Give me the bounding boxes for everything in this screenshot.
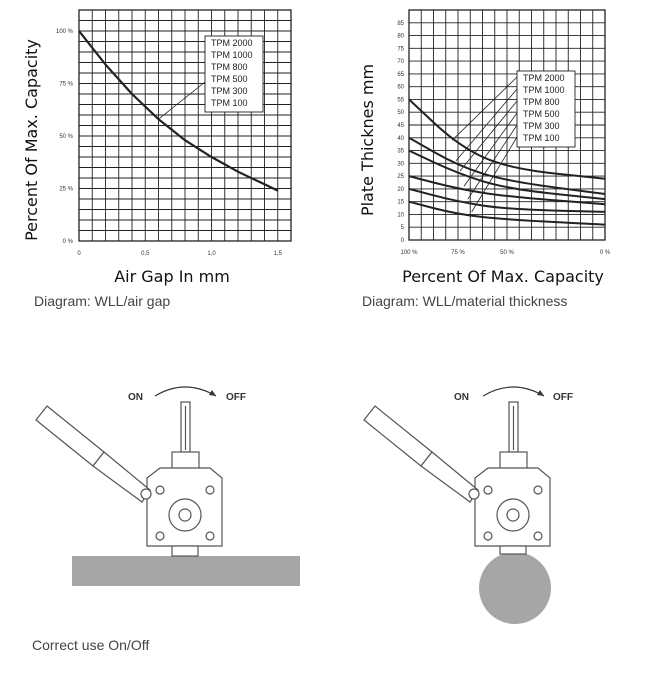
chart2-y-tick-label: 80	[397, 34, 404, 40]
chart2-legend-entry: TPM 1000	[523, 85, 565, 95]
chart1-y-tick-label: 0 %	[63, 239, 74, 245]
chart2-y-tick-label: 25	[397, 174, 404, 180]
chart1-y-axis-label: Percent Of Max. Capacity	[22, 39, 41, 241]
lifting-magnet	[363, 401, 551, 555]
chart1-y-tick-label: 75 %	[59, 82, 73, 88]
chart2-series-line	[408, 136, 606, 195]
chart2-legend-leader	[471, 136, 518, 213]
chart1-legend-entry: TPM 1000	[211, 50, 253, 60]
chart2-x-tick-label: 0 %	[600, 250, 611, 256]
off-label: OFF	[553, 392, 573, 403]
chart2-y-tick-label: 0	[401, 238, 405, 244]
lifting-magnet	[35, 401, 223, 557]
chart2-series-line	[408, 149, 606, 201]
chart2-y-tick-label: 5	[401, 225, 405, 231]
chart1-legend-entry: TPM 2000	[211, 38, 253, 48]
chart2-y-tick-label: 60	[397, 85, 404, 91]
chart2-legend-leader	[467, 124, 518, 200]
chart2-legend-entry: TPM 2000	[523, 73, 565, 83]
chart2-legend: TPM 2000 TPM 1000 TPM 800 TPM 500 TPM 300 TPM…	[451, 70, 576, 213]
off-label: OFF	[226, 392, 246, 403]
chart-material-thickness: 100 % 75 % 50 % 0 % 0 5 10 15 20 25 30 35 40 45 50 55 60…	[358, 9, 611, 309]
chart1-series-line	[78, 30, 279, 192]
chart-air-gap: 0 0,5 1,0 1,50 %25 %50 %75 %100 % TPM 2000T…	[22, 9, 292, 309]
chart1-legend-entry: TPM 100	[211, 98, 248, 108]
on-label: ON	[454, 392, 469, 403]
chart1-x-axis-label: Air Gap In mm	[114, 267, 230, 286]
chart2-y-tick-label: 20	[397, 187, 404, 193]
on-off-arrow	[482, 386, 545, 397]
chart2-y-tick-label: 40	[397, 136, 404, 142]
chart1-y-tick-label: 100 %	[56, 29, 74, 35]
chart2-y-tick-label: 75	[397, 46, 404, 52]
chart2-grid	[408, 9, 606, 241]
chart2-caption: Diagram: WLL/material thickness	[362, 293, 567, 309]
chart1-x-tick-label: 0,5	[141, 251, 150, 257]
chart1-legend-entry: TPM 800	[211, 62, 248, 72]
chart2-legend-entry: TPM 300	[523, 121, 560, 131]
chart2-y-tick-label: 10	[397, 212, 404, 218]
chart2-y-tick-label: 50	[397, 110, 404, 116]
illustration-caption: Correct use On/Off	[32, 637, 149, 653]
chart1-legend-box	[204, 35, 264, 113]
steel-round-bar	[479, 552, 551, 624]
chart2-y-tick-label: 65	[397, 72, 404, 78]
chart2-x-tick-label: 100 %	[400, 250, 418, 256]
chart2-series-line	[408, 175, 606, 206]
chart2-legend-box	[516, 70, 576, 148]
magnet-on-flat-plate-illustration: ON OFF	[35, 386, 300, 586]
chart2-legend-leader	[463, 112, 518, 187]
chart2-x-axis-label: Percent Of Max. Capacity	[402, 267, 604, 286]
on-off-arrow	[154, 386, 217, 397]
chart2-series-line	[408, 98, 606, 180]
chart2-x-tick-label: 50 %	[500, 250, 514, 256]
chart2-y-tick-label: 35	[397, 149, 404, 155]
chart1-series	[78, 30, 279, 192]
chart1-legend: TPM 2000 TPM 1000 TPM 800 TPM 500 TPM 300 TPM…	[158, 35, 264, 120]
chart1-x-tick-label: 1,5	[274, 251, 283, 257]
chart2-series-line	[408, 187, 606, 213]
chart2-y-tick-label: 55	[397, 97, 404, 103]
magnet-on-round-bar-illustration: ON OFF	[363, 386, 573, 624]
chart2-y-tick-label: 45	[397, 123, 404, 129]
chart1-y-tick-label: 25 %	[59, 187, 73, 193]
chart1-legend-entry: TPM 500	[211, 74, 248, 84]
lever-handle	[35, 405, 152, 503]
chart2-legend-entry: TPM 100	[523, 133, 560, 143]
chart1-legend-leader	[158, 81, 206, 120]
on-label: ON	[128, 392, 143, 403]
chart2-y-tick-label: 15	[397, 200, 404, 206]
steel-plate	[72, 556, 300, 586]
chart1-caption: Diagram: WLL/air gap	[34, 293, 170, 309]
chart2-y-tick-label: 30	[397, 161, 404, 167]
chart1-x-tick-label: 1,0	[207, 251, 216, 257]
chart2-x-tick-label: 75 %	[451, 250, 465, 256]
chart2-legend-entry: TPM 800	[523, 97, 560, 107]
chart2-legend-leader	[451, 76, 518, 141]
chart2-y-tick-label: 70	[397, 59, 404, 65]
chart2-legend-entry: TPM 500	[523, 109, 560, 119]
chart2-legend-leader	[459, 100, 518, 172]
chart1-legend-entry: TPM 300	[211, 86, 248, 96]
chart1-y-tick-label: 50 %	[59, 134, 73, 140]
chart2-y-axis-label: Plate Thicknes mm	[358, 64, 377, 216]
chart2-series	[408, 98, 606, 226]
chart2-ticks: 100 % 75 % 50 % 0 % 0 5 10 15 20 25 30 35 40 45 50 55 60…	[397, 21, 611, 256]
chart2-series-line	[408, 200, 606, 226]
lever-handle	[363, 405, 480, 503]
chart1-ticks: 0 0,5 1,0 1,5 0 % 25 % 50 % 75 % 100 %	[56, 29, 283, 257]
chart1-x-tick-label: 0	[77, 251, 81, 257]
chart2-y-tick-label: 85	[397, 21, 404, 27]
chart2-legend-leader	[455, 88, 518, 162]
